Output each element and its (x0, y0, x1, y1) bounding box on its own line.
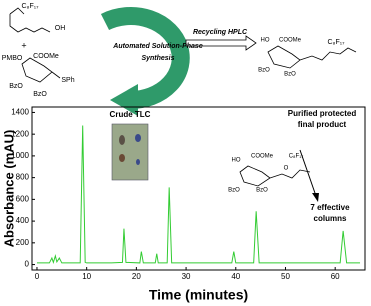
scheme-label: Recycling HPLC (193, 29, 248, 36)
y-tick-label: 400 (16, 216, 30, 225)
scheme-label: SPh (61, 77, 74, 84)
scheme-label: BzO (258, 68, 270, 74)
x-tick-label: 10 (82, 272, 91, 281)
y-tick-label: 800 (16, 173, 30, 182)
annotation: O (284, 166, 289, 172)
bond-lines (9, 7, 51, 33)
annotation: Purified protected (288, 109, 357, 118)
annotation: BzO (228, 188, 240, 194)
plot-frame (31, 106, 366, 271)
annotation: columns (314, 214, 347, 223)
ring (21, 57, 61, 83)
scheme-label: C₈F₁₇ (327, 39, 345, 46)
x-tick-label: 40 (231, 272, 240, 281)
y-tick-label: 1000 (11, 151, 29, 160)
scheme-label: COOMe (279, 38, 302, 44)
scheme-label: BzO (9, 83, 23, 90)
scheme-label: HO (261, 38, 270, 44)
scheme-label: Synthesis (141, 55, 174, 62)
data-line (36, 125, 361, 265)
y-tick-label: 0 (25, 260, 30, 269)
tlc-plate (111, 123, 149, 181)
annotation: C₈F₁₇ (289, 154, 304, 160)
scheme-label: C₈F₁₇ (21, 3, 39, 10)
pointer-arrow (299, 149, 317, 197)
x-tick-label: 60 (331, 272, 340, 281)
scheme-label: Automated Solution-Phase (112, 43, 203, 50)
annotation: final product (298, 120, 347, 129)
annotation: HO (232, 158, 241, 164)
annotation: COOMe (251, 154, 274, 160)
x-tick-label: 30 (182, 272, 191, 281)
y-tick-label: 1400 (11, 108, 29, 117)
x-tick-label: 20 (132, 272, 141, 281)
tlc-spot (136, 159, 140, 165)
y-axis-label: Absorbance (mAU) (1, 130, 16, 248)
ring (239, 165, 311, 187)
x-tick-label: 50 (281, 272, 290, 281)
scheme-label: PMBO (2, 55, 23, 62)
scheme-label: BzO (33, 91, 47, 98)
scheme-label: COOMe (33, 53, 59, 60)
tlc-spot (135, 134, 141, 142)
y-tick-label: 600 (16, 194, 30, 203)
scheme-label: + (21, 40, 26, 50)
y-tick-label: 1200 (11, 129, 29, 138)
x-tick-label: 0 (35, 272, 40, 281)
annotation: Crude TLC (110, 110, 151, 119)
y-tick-label: 200 (16, 238, 30, 247)
process-arrow (185, 35, 257, 51)
x-axis-label: Time (minutes) (149, 287, 248, 303)
cycle-arrowhead (110, 84, 138, 116)
cycle-arrow (100, 7, 190, 110)
pointer-arrowhead (312, 193, 319, 202)
tlc-spot (119, 154, 125, 162)
ring (267, 45, 357, 69)
tlc-spot (119, 135, 125, 145)
scheme-label: BzO (284, 72, 296, 78)
scheme-label: OH (55, 25, 66, 32)
annotation: BzO (256, 188, 268, 194)
annotation: 7 effective (310, 203, 350, 212)
